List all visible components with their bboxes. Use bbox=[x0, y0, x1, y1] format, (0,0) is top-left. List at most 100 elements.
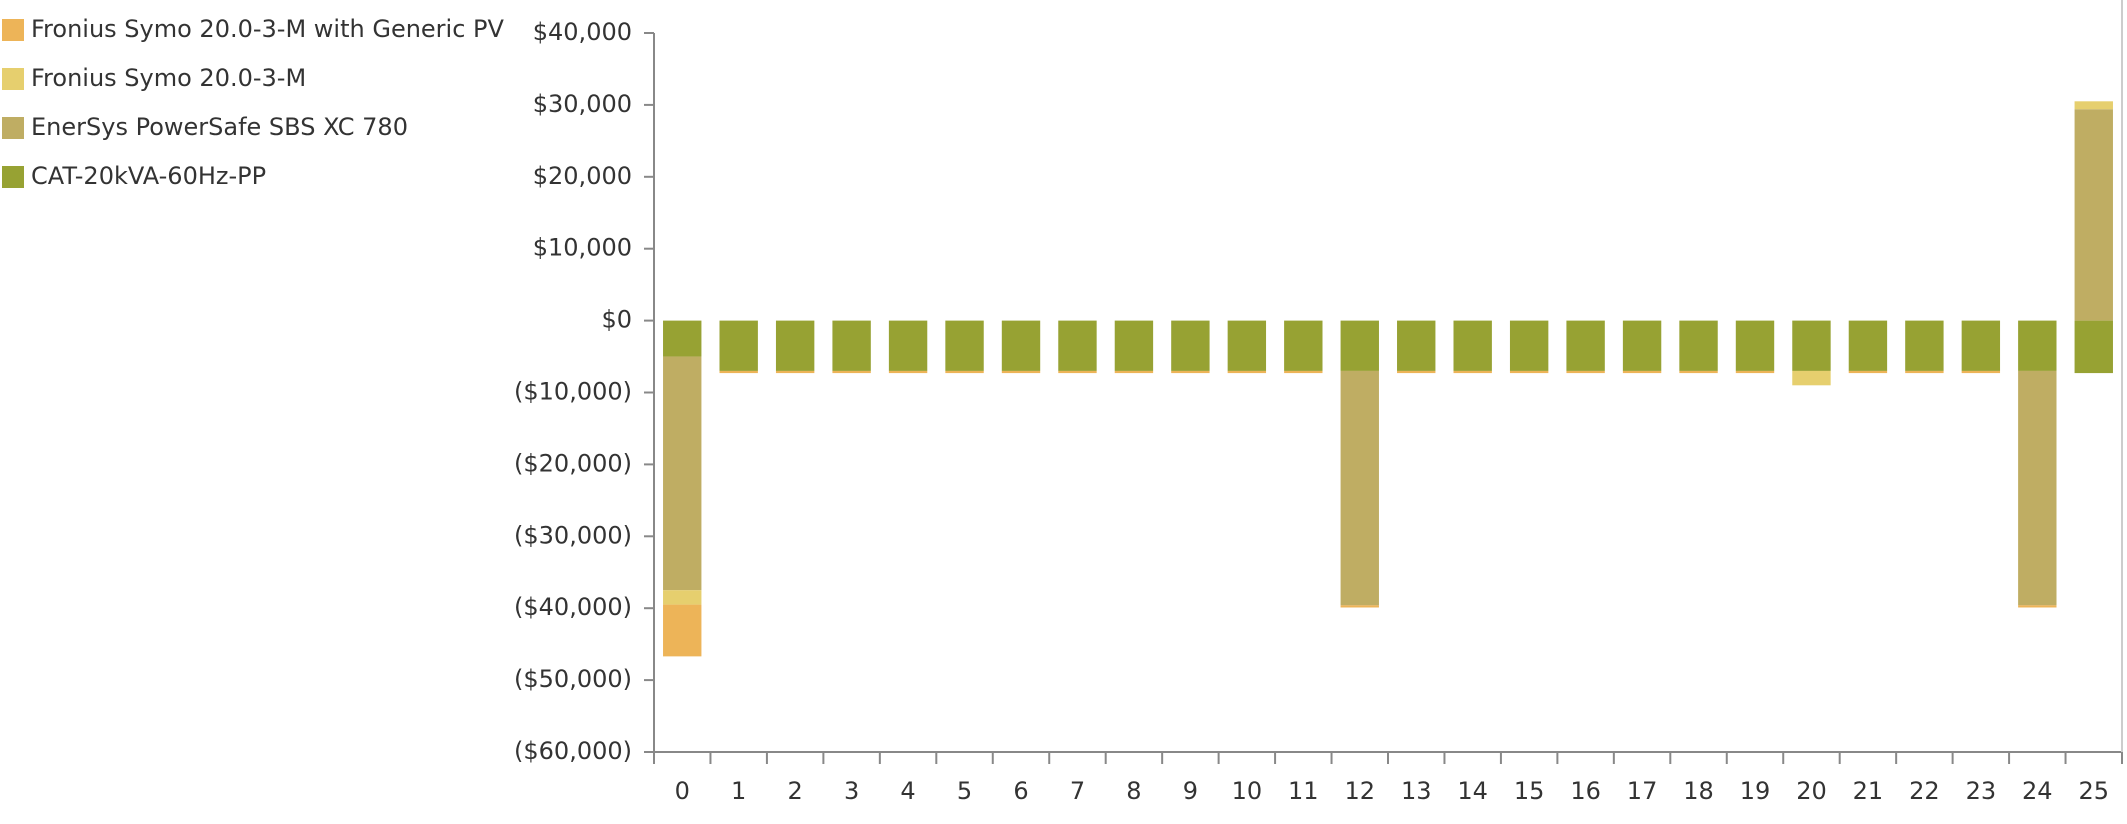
bar-segment bbox=[1284, 320, 1323, 371]
bar-segment bbox=[1622, 370, 1662, 374]
bar-segment bbox=[2074, 101, 2113, 110]
legend-label: EnerSys PowerSafe SBS XC 780 bbox=[31, 113, 408, 141]
bar-segment bbox=[1340, 320, 1379, 371]
bar-segment bbox=[2018, 320, 2057, 371]
x-tick-label: 15 bbox=[1514, 777, 1545, 805]
bar-segment bbox=[945, 370, 984, 374]
y-tick-label: $20,000 bbox=[533, 162, 632, 190]
bar-segment bbox=[1171, 370, 1210, 374]
x-tick-label: 16 bbox=[1570, 777, 1601, 805]
bar-segment bbox=[1227, 370, 1267, 374]
bar-segment bbox=[1905, 320, 1944, 371]
y-tick-label: ($50,000) bbox=[514, 665, 632, 693]
bar-segment bbox=[1001, 370, 1041, 374]
legend-swatch bbox=[2, 19, 24, 41]
bar-segment bbox=[1114, 320, 1154, 371]
bar-segment bbox=[1453, 370, 1492, 374]
x-tick-label: 8 bbox=[1126, 777, 1141, 805]
bar-segment bbox=[663, 356, 702, 591]
bar-segment bbox=[663, 320, 702, 357]
bar-segment bbox=[1340, 370, 1379, 606]
bar-segment bbox=[1058, 320, 1097, 371]
bar-segment bbox=[1735, 370, 1775, 374]
y-tick-label: ($30,000) bbox=[514, 521, 632, 549]
bar-segment bbox=[2074, 109, 2113, 321]
bar-segment bbox=[1284, 370, 1323, 374]
y-tick-label: ($40,000) bbox=[514, 593, 632, 621]
legend-label: Fronius Symo 20.0-3-M bbox=[31, 64, 306, 92]
x-tick-label: 5 bbox=[957, 777, 972, 805]
x-tick-label: 7 bbox=[1070, 777, 1085, 805]
y-tick-label: $30,000 bbox=[533, 90, 632, 118]
bar-segment bbox=[719, 320, 758, 371]
bar-segment bbox=[1735, 320, 1775, 371]
bar-segment bbox=[1509, 320, 1549, 371]
x-tick-label: 20 bbox=[1796, 777, 1827, 805]
bar-segment bbox=[1679, 370, 1718, 374]
x-tick-label: 2 bbox=[788, 777, 803, 805]
x-tick-label: 3 bbox=[844, 777, 859, 805]
x-tick-label: 23 bbox=[1966, 777, 1997, 805]
bar-segment bbox=[1566, 370, 1605, 374]
bar-segment bbox=[663, 604, 702, 657]
legend-swatch bbox=[2, 117, 24, 139]
legend-label: CAT-20kVA-60Hz-PP bbox=[31, 162, 266, 190]
bar-segment bbox=[2018, 370, 2057, 606]
x-tick-label: 4 bbox=[900, 777, 915, 805]
x-tick-label: 9 bbox=[1183, 777, 1198, 805]
x-tick-label: 10 bbox=[1232, 777, 1263, 805]
x-tick-label: 22 bbox=[1909, 777, 1940, 805]
x-tick-label: 11 bbox=[1288, 777, 1319, 805]
bar-segment bbox=[1001, 320, 1041, 371]
bar-segment bbox=[1397, 370, 1436, 374]
y-tick-label: $0 bbox=[601, 306, 632, 334]
y-tick-label: ($20,000) bbox=[514, 449, 632, 477]
y-tick-label: ($10,000) bbox=[514, 378, 632, 406]
bar-segment bbox=[1058, 370, 1097, 374]
x-tick-label: 14 bbox=[1457, 777, 1488, 805]
x-tick-label: 18 bbox=[1683, 777, 1714, 805]
x-tick-label: 24 bbox=[2022, 777, 2053, 805]
bar-segment bbox=[1509, 370, 1549, 374]
bar-segment bbox=[1848, 320, 1888, 371]
bar-segment bbox=[719, 370, 758, 374]
bar-segment bbox=[1848, 370, 1888, 374]
x-tick-label: 1 bbox=[731, 777, 746, 805]
bar-segment bbox=[2018, 605, 2057, 608]
x-tick-label: 0 bbox=[675, 777, 690, 805]
y-tick-label: ($60,000) bbox=[514, 737, 632, 765]
y-tick-label: $10,000 bbox=[533, 234, 632, 262]
bar-segment bbox=[1679, 320, 1718, 371]
y-tick-label: $40,000 bbox=[533, 18, 632, 46]
x-tick-label: 12 bbox=[1344, 777, 1375, 805]
bar-segment bbox=[832, 370, 871, 374]
bar-segment bbox=[1566, 320, 1605, 371]
bar-segment bbox=[775, 370, 815, 374]
bar-segment bbox=[1905, 370, 1944, 374]
legend-label: Fronius Symo 20.0-3-M with Generic PV bbox=[31, 15, 505, 43]
x-tick-label: 13 bbox=[1401, 777, 1432, 805]
legend-swatch bbox=[2, 166, 24, 188]
bar-segment bbox=[775, 320, 815, 371]
bar-segment bbox=[1114, 370, 1154, 374]
bar-segment bbox=[663, 590, 702, 605]
x-tick-label: 6 bbox=[1013, 777, 1028, 805]
x-tick-label: 19 bbox=[1740, 777, 1771, 805]
bar-segment bbox=[888, 370, 928, 374]
bar-segment bbox=[1961, 370, 2001, 374]
bar-segment bbox=[1397, 320, 1436, 371]
bar-segment bbox=[1340, 605, 1379, 608]
bar-segment bbox=[1961, 320, 2001, 371]
legend-swatch bbox=[2, 68, 24, 90]
bar-segment bbox=[1792, 370, 1831, 386]
bar-segment bbox=[2074, 320, 2113, 374]
bar-segment bbox=[832, 320, 871, 371]
x-tick-label: 21 bbox=[1853, 777, 1884, 805]
x-tick-label: 17 bbox=[1627, 777, 1658, 805]
bar-segment bbox=[888, 320, 928, 371]
bar-segment bbox=[1453, 320, 1492, 371]
bar-segment bbox=[1792, 320, 1831, 371]
bar-segment bbox=[1622, 320, 1662, 371]
x-tick-label: 25 bbox=[2078, 777, 2109, 805]
